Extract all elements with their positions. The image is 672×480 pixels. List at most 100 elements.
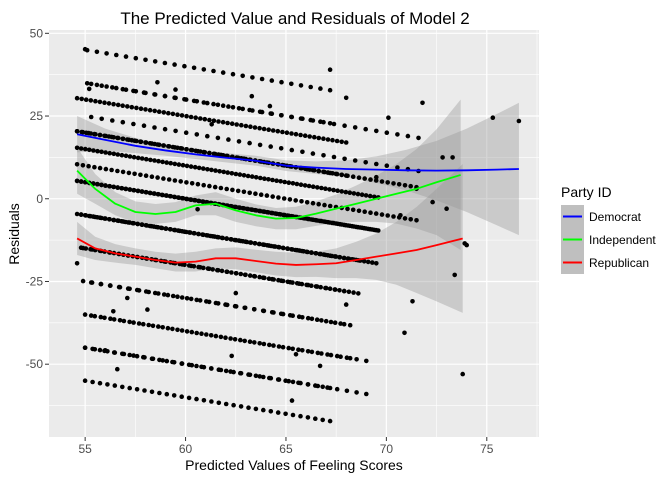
data-point (235, 188, 241, 194)
data-point (166, 110, 171, 116)
data-point (391, 181, 396, 186)
data-point (152, 158, 157, 163)
data-point (215, 102, 221, 108)
data-point (149, 174, 155, 179)
data-point (289, 147, 295, 153)
data-point (215, 135, 221, 141)
data-point (216, 119, 221, 124)
data-point (107, 217, 112, 222)
data-point (464, 242, 470, 248)
data-point (136, 288, 142, 293)
data-point (278, 278, 284, 284)
data-point (310, 118, 316, 123)
data-point (171, 393, 177, 398)
data-point (373, 211, 379, 216)
data-point (452, 272, 458, 278)
data-point (146, 289, 151, 295)
data-point (233, 237, 239, 243)
data-point (74, 211, 80, 217)
data-point (290, 181, 296, 186)
data-point (78, 146, 84, 151)
data-point (94, 82, 100, 88)
data-point (332, 320, 338, 326)
data-point (313, 416, 318, 422)
data-point (344, 355, 350, 361)
data-point (309, 349, 315, 355)
data-point (317, 218, 323, 224)
data-point (319, 318, 324, 323)
data-point (322, 169, 327, 175)
data-point (162, 126, 168, 132)
data-point (188, 197, 193, 202)
data-point (270, 128, 276, 133)
data-point (156, 324, 161, 329)
smooth-lines (76, 133, 519, 266)
data-point (236, 106, 242, 111)
data-point (354, 357, 359, 362)
data-point (353, 224, 359, 230)
data-point (88, 98, 94, 103)
data-point (229, 171, 235, 176)
data-point (386, 115, 391, 120)
data-point (93, 98, 98, 104)
data-point (274, 178, 279, 183)
data-point (149, 223, 154, 229)
data-point (156, 158, 161, 164)
data-point (267, 103, 273, 109)
data-point (117, 318, 123, 323)
data-point (344, 388, 350, 394)
data-point (123, 54, 129, 59)
data-point (355, 191, 361, 197)
data-point (230, 71, 236, 77)
data-point (166, 144, 172, 149)
data-point (460, 371, 466, 377)
data-point (223, 302, 228, 307)
data-point (310, 167, 316, 173)
data-point (92, 313, 98, 319)
data-point (293, 352, 299, 357)
data-point (74, 178, 80, 184)
data-point (249, 93, 255, 99)
data-point (232, 204, 238, 210)
data-point (252, 241, 258, 246)
data-point (450, 155, 455, 160)
data-point (195, 207, 200, 212)
data-point (317, 363, 323, 369)
data-point (294, 181, 300, 187)
data-point (332, 254, 338, 259)
data-point (312, 134, 317, 140)
data-point (138, 139, 143, 144)
data-point (172, 62, 177, 67)
data-point (238, 337, 243, 343)
data-point (305, 349, 311, 354)
data-point (345, 206, 350, 212)
data-point (251, 273, 257, 279)
data-point (290, 313, 296, 319)
data-point (115, 152, 121, 157)
data-point (74, 162, 80, 167)
data-point (167, 193, 173, 199)
data-point (248, 124, 253, 129)
data-point (368, 210, 373, 215)
data-point (138, 106, 144, 111)
data-point (131, 88, 136, 94)
data-point (337, 254, 342, 260)
data-point (361, 225, 367, 231)
data-point (374, 128, 379, 134)
data-point (338, 354, 343, 360)
data-point (373, 178, 379, 183)
data-point (337, 288, 342, 293)
data-point (339, 139, 345, 145)
data-point (143, 107, 148, 112)
data-point (179, 328, 185, 333)
data-point (147, 107, 153, 113)
data-point (264, 193, 270, 198)
data-point (141, 321, 146, 327)
data-point (120, 384, 125, 390)
data-point (136, 321, 142, 326)
data-point (179, 361, 184, 366)
data-point (305, 415, 311, 420)
data-point (346, 289, 352, 295)
data-point (343, 95, 349, 101)
data-point (172, 227, 178, 233)
